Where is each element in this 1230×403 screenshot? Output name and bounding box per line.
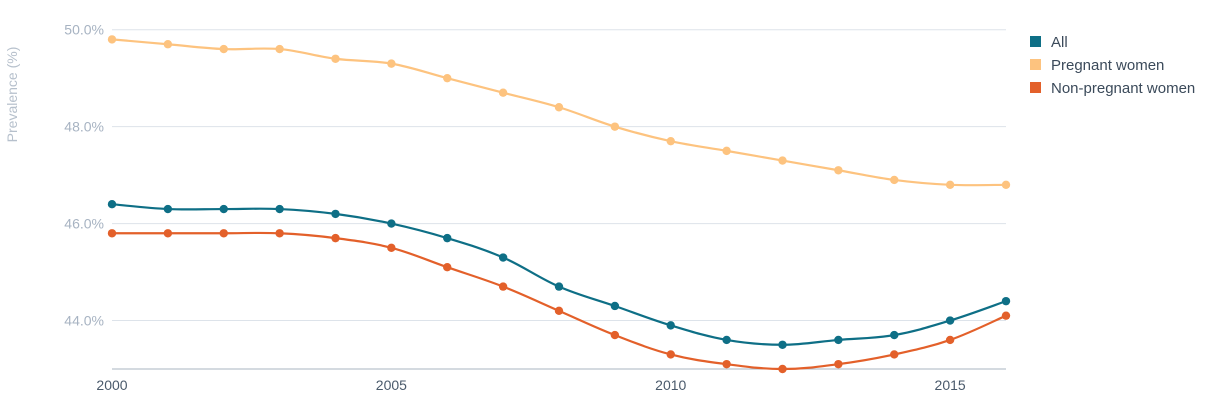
legend-swatch (1030, 36, 1041, 47)
data-point (945, 335, 955, 345)
series-non-pregnant-women (107, 229, 1011, 374)
data-point (890, 175, 899, 185)
data-point (554, 282, 564, 291)
data-point (1001, 311, 1011, 320)
data-point (1001, 296, 1011, 306)
data-point (498, 253, 508, 262)
axes: 44.0% 46.0% 48.0% 50.0% 2000 2005 2010 2015 (64, 22, 1006, 393)
data-point (722, 146, 731, 156)
legend: All Pregnant women Non-pregnant women (1030, 34, 1195, 97)
data-point (890, 350, 899, 359)
legend-label: Non-pregnant women (1051, 80, 1195, 97)
data-point (554, 306, 564, 316)
data-point (498, 282, 508, 291)
x-tick-label: 2005 (376, 377, 407, 393)
series-line (111, 203, 1007, 346)
data-point (219, 44, 228, 54)
y-tick-label: 44.0% (64, 313, 104, 329)
y-axis-label: Prevalence (%) (4, 47, 20, 143)
data-point (443, 73, 452, 83)
data-point (107, 199, 117, 209)
data-point (331, 233, 340, 243)
data-point (890, 330, 899, 340)
data-point (387, 219, 396, 228)
data-point (275, 44, 284, 54)
data-point (666, 321, 675, 330)
gridlines (112, 29, 1006, 322)
data-point (219, 204, 228, 214)
data-point (107, 229, 117, 238)
y-tick-label: 46.0% (64, 216, 104, 232)
data-point (666, 136, 675, 146)
series-layer (107, 35, 1011, 374)
data-point (443, 233, 452, 243)
data-point (163, 229, 173, 238)
data-point (945, 316, 955, 325)
data-point (834, 166, 843, 175)
data-point (219, 229, 228, 238)
data-point (610, 301, 620, 311)
data-point (387, 243, 396, 253)
data-point (107, 35, 117, 44)
series-pregnant-women (107, 35, 1011, 190)
data-point (443, 263, 452, 272)
data-point (834, 359, 843, 369)
data-point (554, 103, 564, 112)
data-point (275, 204, 284, 214)
data-point (610, 122, 620, 131)
data-point (331, 54, 340, 63)
data-point (163, 40, 173, 49)
series-all (107, 199, 1011, 349)
y-tick-label: 50.0% (64, 22, 104, 38)
data-point (722, 335, 731, 345)
data-point (722, 359, 731, 369)
series-line (111, 38, 1007, 187)
data-point (945, 180, 955, 190)
data-point (331, 209, 340, 219)
data-point (163, 204, 173, 214)
data-point (778, 340, 787, 349)
data-point (834, 335, 843, 345)
legend-label: Pregnant women (1051, 57, 1164, 74)
legend-swatch (1030, 82, 1041, 93)
data-point (275, 229, 284, 238)
x-tick-label: 2015 (935, 377, 966, 393)
data-point (498, 88, 508, 97)
data-point (1001, 180, 1011, 190)
y-tick-label: 48.0% (64, 119, 104, 135)
x-tick-label: 2000 (96, 377, 127, 393)
data-point (387, 59, 396, 68)
legend-label: All (1051, 34, 1068, 51)
data-point (778, 364, 787, 374)
data-point (666, 350, 675, 359)
series-line (111, 231, 1007, 371)
data-point (610, 330, 620, 340)
x-tick-label: 2010 (655, 377, 686, 393)
legend-swatch (1030, 59, 1041, 70)
data-point (778, 156, 787, 165)
